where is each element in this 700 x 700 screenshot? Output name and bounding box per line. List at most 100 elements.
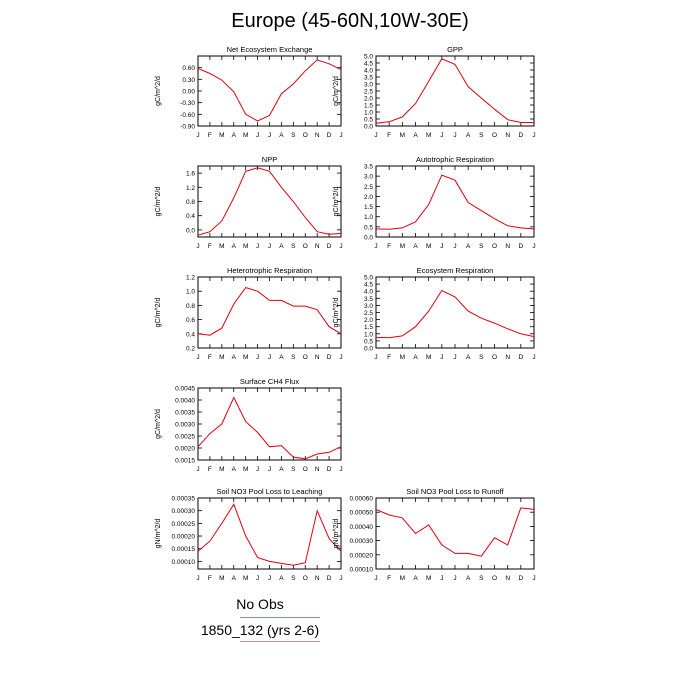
x-tick-label: F [387,132,391,139]
plot-frame [375,276,535,349]
y-tick-label: 0.0035 [175,410,195,417]
x-tick-label: J [339,243,342,250]
panel-1: Net Ecosystem Exchange gC/m^2/d -0.90 -0.60… [155,45,343,139]
x-tick-label: J [196,354,199,361]
y-tick-label: 5.0 [364,275,373,282]
panel-6: Ecosystem Respiration gC/m^2/d 0.00.51.01.… [333,266,536,361]
x-tick-label: J [256,132,259,139]
series-line [375,174,535,230]
y-tick-label: 0.0 [364,346,373,353]
x-tick-label: J [440,243,443,250]
x-tick-label: O [303,575,308,582]
x-tick-label: N [315,466,320,473]
x-tick-label: A [413,243,418,250]
x-tick-label: A [466,575,471,582]
x-tick-label: M [400,575,405,582]
x-tick-label: J [440,132,443,139]
x-tick-label: J [256,243,259,250]
y-tick-label: 0.8 [186,303,195,310]
plot-frame [375,497,535,570]
x-tick-label: O [303,466,308,473]
y-tick-label: 3.0 [364,82,373,89]
x-tick-label: D [518,132,523,139]
y-tick-label: 0.2 [186,346,195,353]
panel-7: Surface CH4 Flux gC/m^2/d 0.0015 0.0020 0.00… [155,377,343,473]
x-tick-label: A [279,575,284,582]
x-tick-label: M [426,575,431,582]
x-tick-label: J [268,466,271,473]
x-tick-label: J [268,132,271,139]
y-tick-label: 1.0 [364,214,373,221]
y-tick-label: 0.5 [364,224,373,231]
panel-title: Soil NO3 Pool Loss to Runoff [406,487,504,496]
panel-title: Net Ecosystem Exchange [227,45,313,54]
y-axis-label: gN/m^2/d [155,519,162,549]
x-tick-label: M [219,132,224,139]
y-tick-label: 3.0 [364,174,373,181]
y-tick-label: 0.00015 [172,546,196,553]
x-tick-label: M [400,354,405,361]
x-tick-label: A [413,354,418,361]
y-tick-label: 0.00025 [172,521,196,528]
x-tick-label: S [291,575,296,582]
series-line [197,503,342,566]
page-title: Europe (45-60N,10W-30E) [231,10,469,32]
series-line [197,59,342,122]
x-tick-label: J [268,243,271,250]
x-tick-label: A [413,575,418,582]
y-tick-label: 0.0 [364,124,373,131]
x-tick-label: J [532,354,535,361]
x-tick-label: J [196,466,199,473]
y-tick-label: 2.0 [364,317,373,324]
x-tick-label: A [232,575,237,582]
x-tick-label: S [291,354,296,361]
y-tick-label: 3.5 [364,296,373,303]
x-tick-label: A [232,354,237,361]
x-tick-label: M [243,132,248,139]
x-tick-label: A [466,354,471,361]
panel-8: Soil NO3 Pool Loss to Leaching gN/m^2/d 0.… [155,487,343,582]
plot-frame [197,165,342,238]
x-tick-label: J [532,575,535,582]
y-axis-label: gC/m^2/d [333,187,340,217]
x-tick-label: F [387,354,391,361]
x-tick-label: J [453,354,456,361]
y-tick-label: 0.00030 [172,508,196,515]
x-tick-label: M [219,243,224,250]
x-tick-label: J [339,466,342,473]
y-tick-label: 1.0 [186,289,195,296]
x-tick-label: J [256,575,259,582]
y-tick-label: 0.4 [186,331,195,338]
y-tick-label: 4.5 [364,61,373,68]
x-tick-label: S [291,466,296,473]
panel-2: GPP gC/m^2/d 0.00.51.01.52.02.53.03.54.04.… [333,45,536,139]
x-tick-label: A [279,132,284,139]
x-tick-label: J [440,354,443,361]
x-tick-label: F [387,575,391,582]
x-tick-label: J [374,243,377,250]
y-tick-label: -0.60 [180,112,195,119]
x-tick-label: M [243,354,248,361]
x-tick-label: J [256,466,259,473]
y-tick-label: 4.5 [364,282,373,289]
x-tick-label: J [440,575,443,582]
legend-label-model: 1850_132 (yrs 2-6) [200,622,320,638]
x-tick-label: J [532,243,535,250]
x-tick-label: J [256,354,259,361]
x-tick-label: M [219,575,224,582]
y-tick-label: 2.5 [364,184,373,191]
y-tick-label: 1.0 [364,331,373,338]
x-tick-label: A [466,243,471,250]
x-tick-label: J [532,132,535,139]
y-tick-label: 0.30 [182,77,195,84]
x-tick-label: M [243,243,248,250]
x-tick-label: N [505,354,510,361]
x-tick-label: A [279,354,284,361]
x-tick-label: J [339,575,342,582]
y-tick-label: -0.30 [180,100,195,107]
y-tick-label: -0.90 [180,124,195,131]
x-tick-label: O [492,243,497,250]
x-tick-label: N [505,575,510,582]
x-tick-label: M [400,243,405,250]
